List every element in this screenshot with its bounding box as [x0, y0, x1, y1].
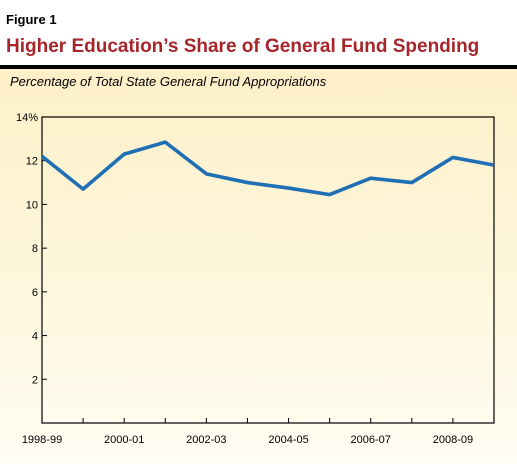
x-tick-label: 1998-99 — [22, 434, 62, 446]
chart-title: Higher Education’s Share of General Fund… — [6, 36, 480, 57]
plot-frame — [41, 116, 495, 424]
y-tick-label: 6 — [32, 287, 38, 299]
x-axis: 1998-99 2000-01 2002-03 2004-05 2006-07 2008-… — [22, 418, 473, 446]
x-tick-label: 2006-07 — [351, 434, 391, 446]
title-rule — [0, 65, 517, 69]
y-axis: 2 4 6 8 10 12 14% — [16, 112, 47, 386]
y-tick-label: 4 — [32, 331, 38, 343]
plot-border — [41, 116, 495, 424]
y-tick-label: 2 — [32, 374, 38, 386]
chart-panel — [0, 69, 517, 464]
series-line — [40, 140, 495, 197]
series-layer — [40, 140, 495, 197]
y-tick-label: 12 — [26, 156, 38, 168]
x-tick-label: 2000-01 — [104, 434, 144, 446]
y-tick-label: 14% — [16, 112, 38, 124]
x-tick-label: 2002-03 — [186, 434, 226, 446]
y-tick-label: 10 — [26, 199, 38, 211]
y-tick-label: 8 — [32, 243, 38, 255]
chart-subtitle: Percentage of Total State General Fund A… — [10, 74, 327, 89]
figure-label: Figure 1 — [6, 12, 57, 27]
x-tick-label: 2004-05 — [268, 434, 308, 446]
x-tick-label: 2008-09 — [433, 434, 473, 446]
